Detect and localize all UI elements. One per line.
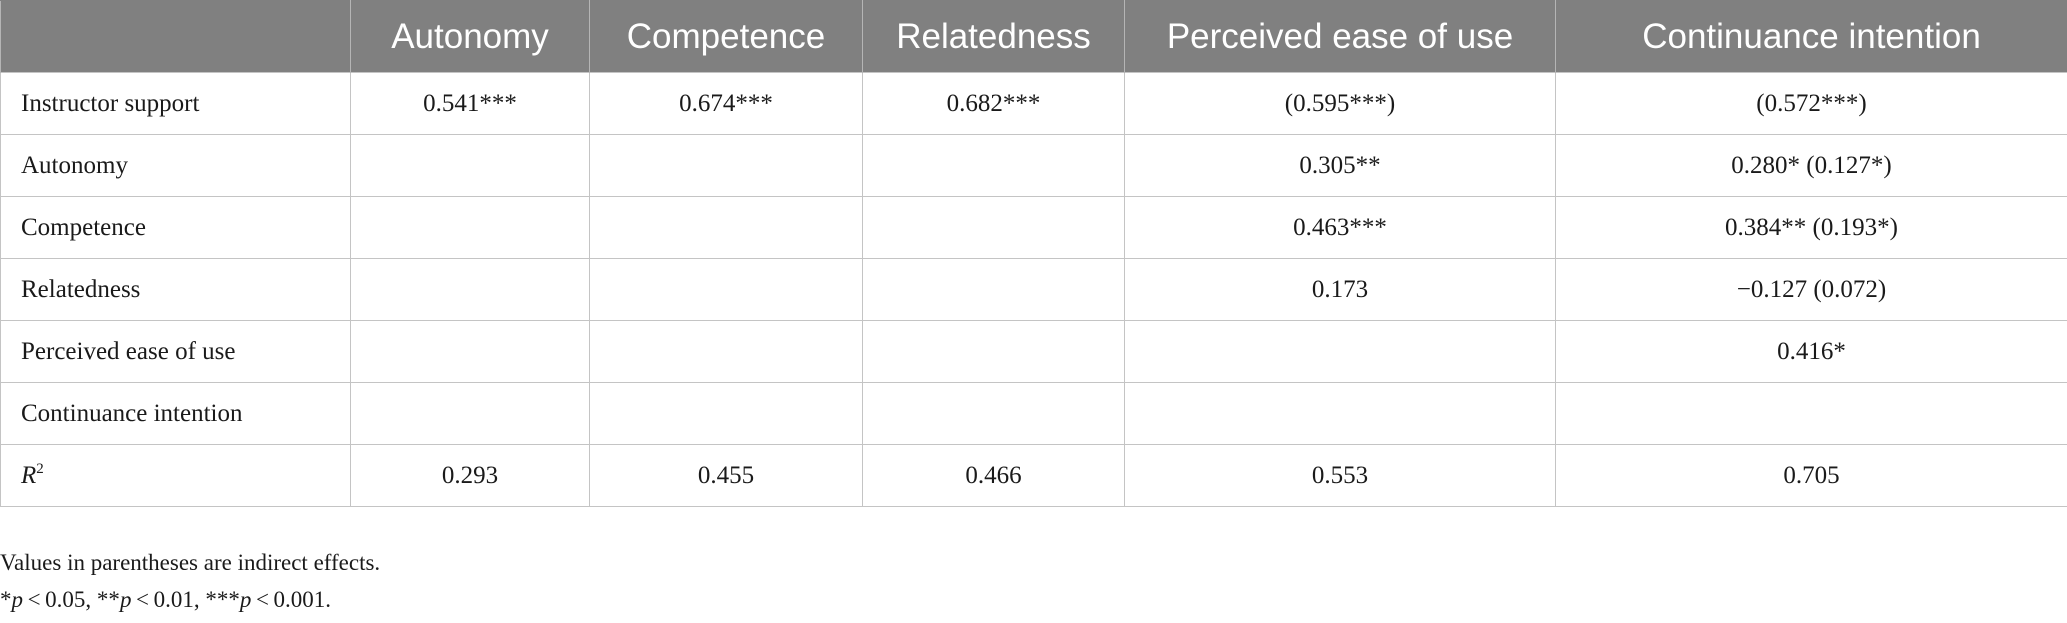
table-row: Continuance intention <box>0 382 2067 445</box>
table-cell <box>350 134 590 197</box>
row-label: Autonomy <box>0 134 351 197</box>
table-cell: 0.173 <box>1124 258 1556 321</box>
footnote-part: < 0.01, *** <box>131 587 240 612</box>
row-label: Continuance intention <box>0 382 351 445</box>
table-cell: 0.553 <box>1124 444 1556 507</box>
row-label: Instructor support <box>0 72 351 135</box>
table-cell <box>1124 320 1556 383</box>
table-row: Relatedness 0.173 −0.127 (0.072) <box>0 258 2067 321</box>
footnote-part: * <box>0 587 12 612</box>
table-cell: 0.705 <box>1555 444 2067 507</box>
header-relatedness: Relatedness <box>862 0 1125 73</box>
table-cell <box>862 134 1125 197</box>
table-cell <box>589 134 863 197</box>
footnote-part: < 0.05, ** <box>23 587 120 612</box>
table-cell <box>350 320 590 383</box>
results-table-container: Autonomy Competence Relatedness Perceive… <box>0 0 2067 507</box>
table-cell <box>350 196 590 259</box>
header-cell-empty <box>0 0 351 73</box>
footnote-p: p <box>119 587 132 612</box>
table-cell <box>589 320 863 383</box>
table-cell: −0.127 (0.072) <box>1555 258 2067 321</box>
table-cell <box>589 196 863 259</box>
table-cell: 0.416* <box>1555 320 2067 383</box>
header-perceived-ease-of-use: Perceived ease of use <box>1124 0 1556 73</box>
table-cell: 0.305** <box>1124 134 1556 197</box>
footnote-indirect-effects: Values in parentheses are indirect effec… <box>0 550 381 575</box>
r-squared-superscript: 2 <box>36 461 44 477</box>
row-label: Competence <box>0 196 351 259</box>
header-row: Autonomy Competence Relatedness Perceive… <box>0 0 2067 73</box>
footnote-p: p <box>239 587 252 612</box>
r-squared-label: R2 <box>0 444 351 507</box>
table-cell <box>1124 382 1556 445</box>
table-cell <box>589 258 863 321</box>
row-label: Perceived ease of use <box>0 320 351 383</box>
row-label: Relatedness <box>0 258 351 321</box>
table-cell <box>862 258 1125 321</box>
footnote-significance: *p < 0.05, **p < 0.01, ***p < 0.001. <box>0 581 380 618</box>
table-cell: (0.572***) <box>1555 72 2067 135</box>
table-cell: 0.293 <box>350 444 590 507</box>
table-cell <box>350 382 590 445</box>
table-cell: 0.384** (0.193*) <box>1555 196 2067 259</box>
table-cell <box>862 196 1125 259</box>
table-cell: 0.674*** <box>589 72 863 135</box>
header-autonomy: Autonomy <box>350 0 590 73</box>
table-cell <box>862 320 1125 383</box>
footnote-p: p <box>11 587 24 612</box>
r-squared-row: R2 0.293 0.455 0.466 0.553 0.705 <box>0 444 2067 507</box>
table-cell: 0.541*** <box>350 72 590 135</box>
table-cell: (0.595***) <box>1124 72 1556 135</box>
footnote-part: < 0.001. <box>251 587 332 612</box>
table-row: Autonomy 0.305** 0.280* (0.127*) <box>0 134 2067 197</box>
results-table: Autonomy Competence Relatedness Perceive… <box>0 0 2067 507</box>
table-cell <box>589 382 863 445</box>
table-cell: 0.455 <box>589 444 863 507</box>
table-cell <box>350 258 590 321</box>
table-row: Instructor support 0.541*** 0.674*** 0.6… <box>0 72 2067 135</box>
header-competence: Competence <box>589 0 863 73</box>
table-cell: 0.466 <box>862 444 1125 507</box>
table-row: Perceived ease of use 0.416* <box>0 320 2067 383</box>
r-squared-letter: R <box>21 462 37 489</box>
table-cell <box>862 382 1125 445</box>
table-cell: 0.682*** <box>862 72 1125 135</box>
header-continuance-intention: Continuance intention <box>1555 0 2067 73</box>
table-footnotes: Values in parentheses are indirect effec… <box>0 544 380 618</box>
table-row: Competence 0.463*** 0.384** (0.193*) <box>0 196 2067 259</box>
table-cell: 0.280* (0.127*) <box>1555 134 2067 197</box>
table-cell <box>1555 382 2067 445</box>
table-cell: 0.463*** <box>1124 196 1556 259</box>
